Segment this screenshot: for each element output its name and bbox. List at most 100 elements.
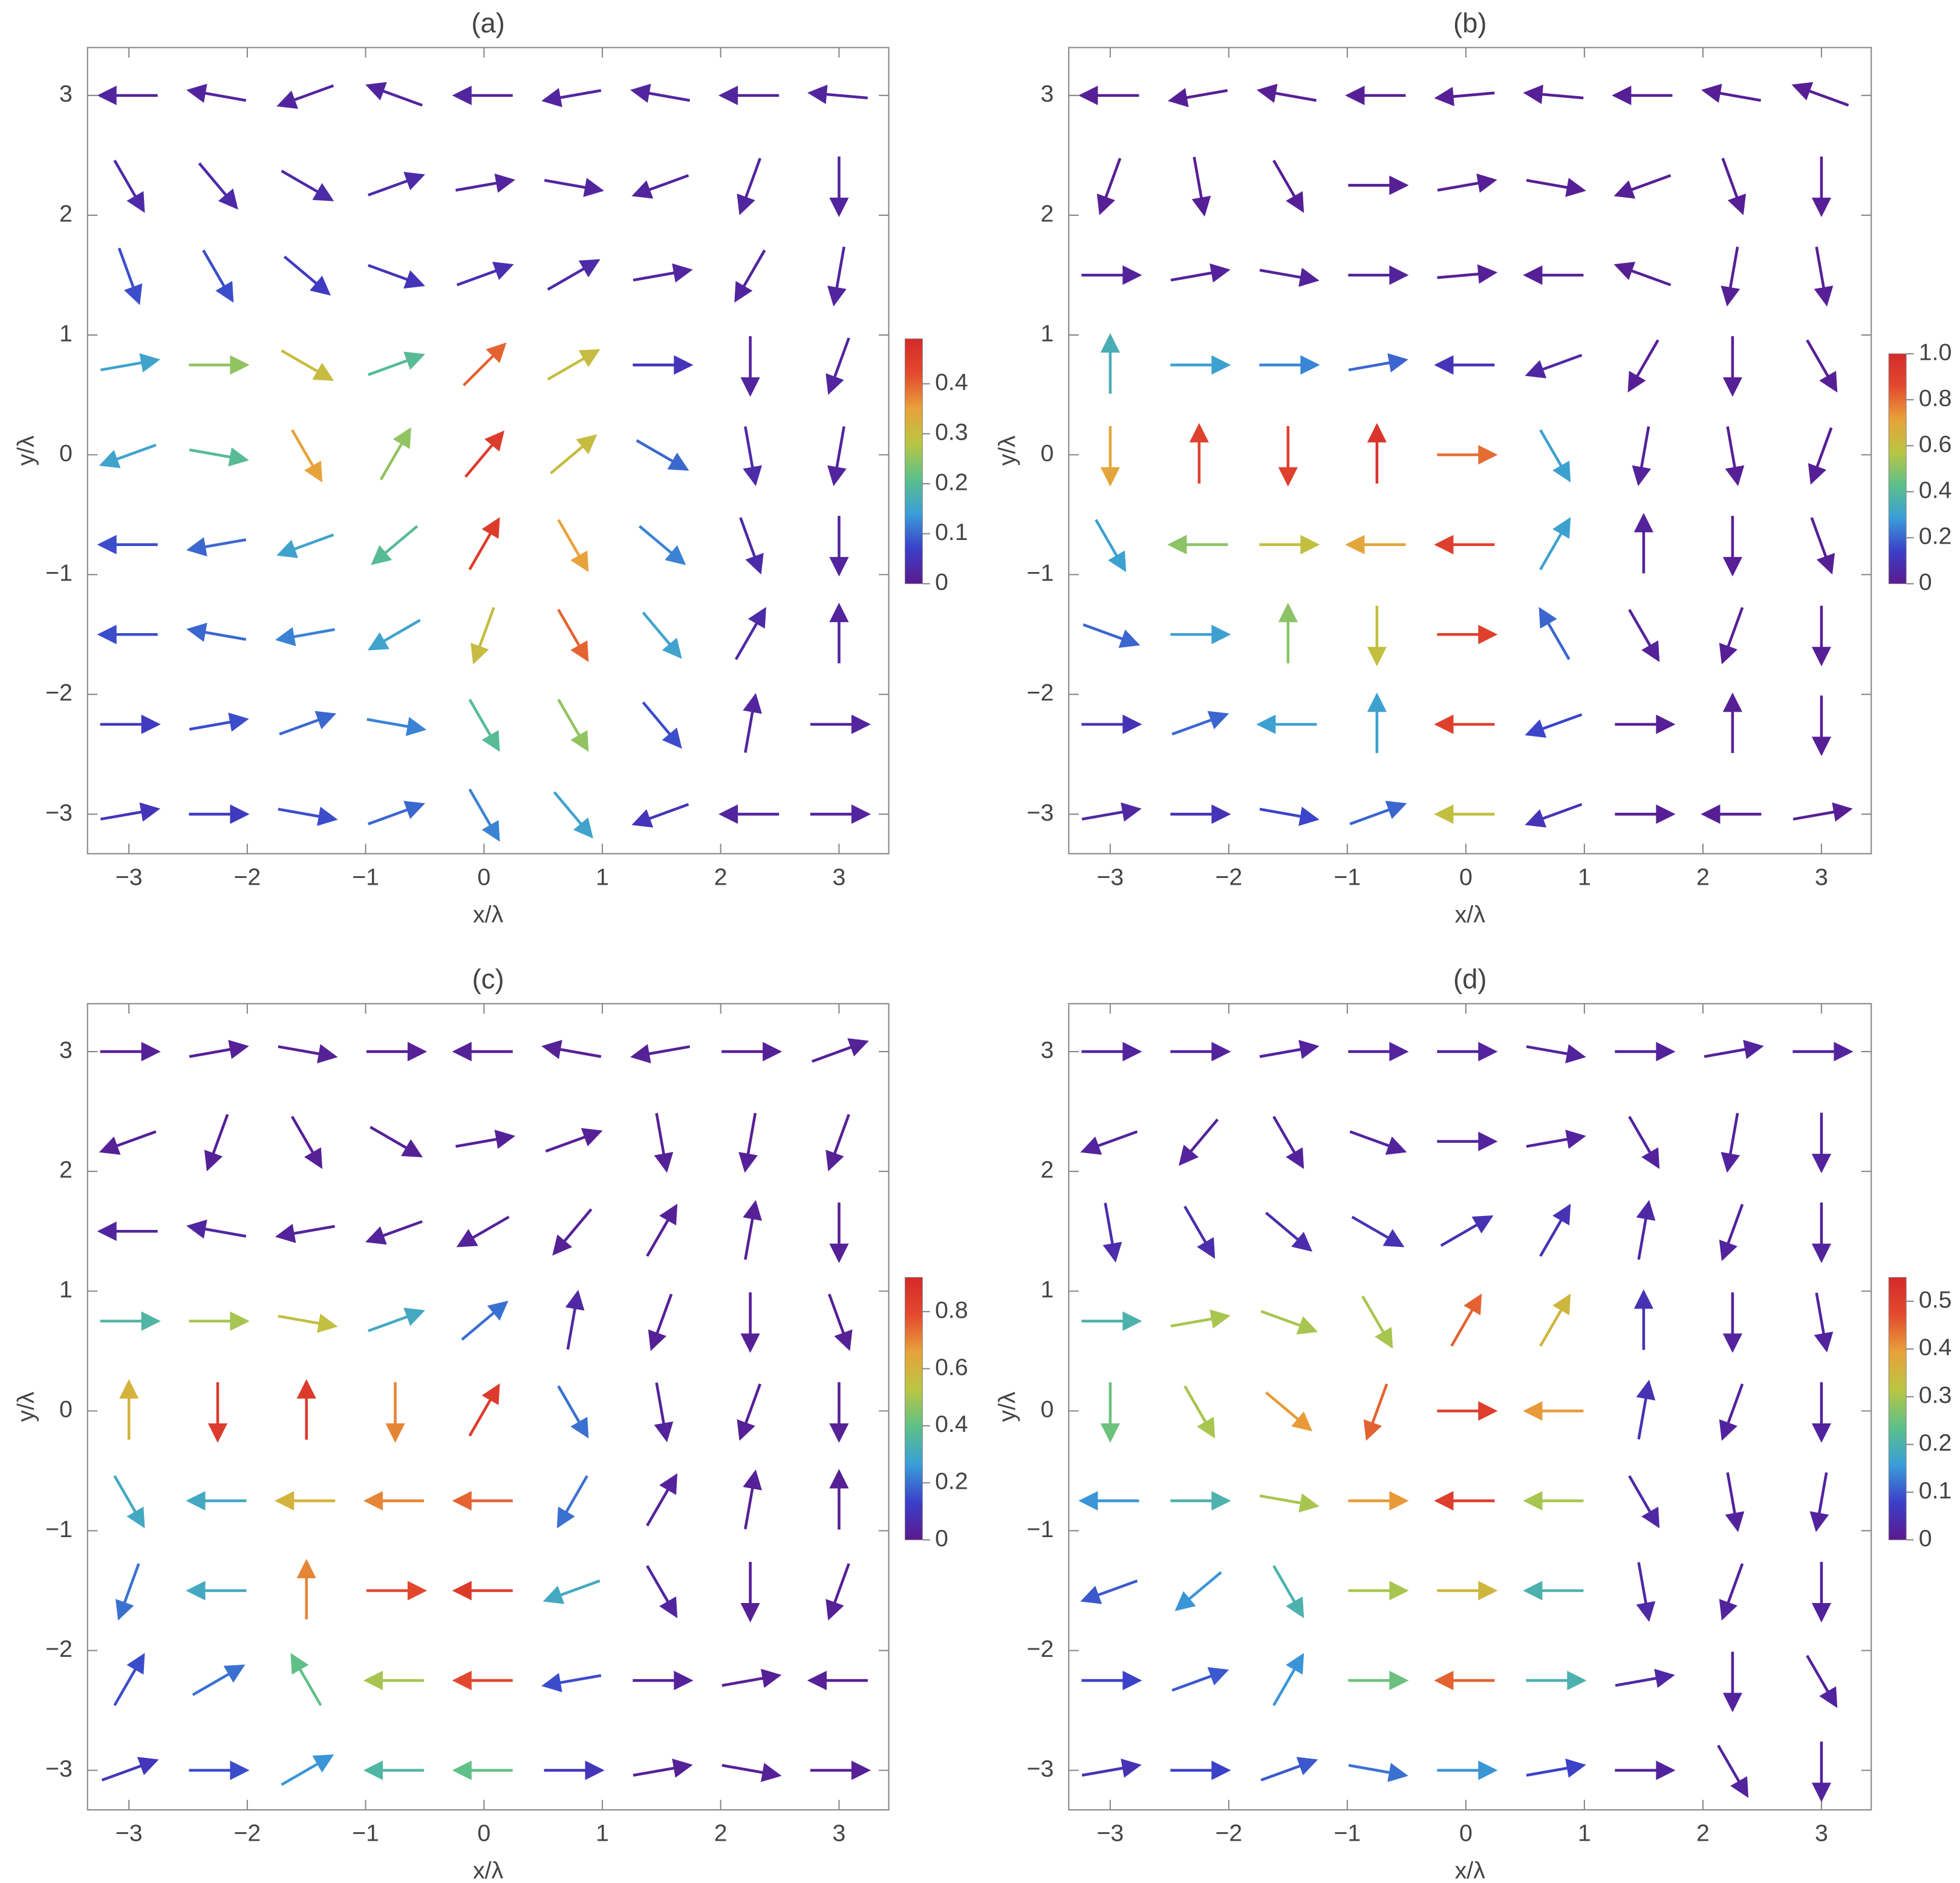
vector-arrow bbox=[1434, 355, 1495, 375]
vector-arrow bbox=[1811, 1113, 1831, 1174]
vector-arrow bbox=[463, 342, 507, 386]
colorbar-tick-label: 0.4 bbox=[935, 1411, 968, 1437]
vector-arrow bbox=[1080, 1579, 1138, 1604]
vector-arrow bbox=[646, 1203, 678, 1257]
vector-arrow bbox=[541, 88, 602, 108]
vector-arrow bbox=[1434, 1491, 1495, 1511]
vector-arrow bbox=[1434, 804, 1495, 824]
y-tick-label: −2 bbox=[45, 1636, 73, 1662]
vector-arrow bbox=[113, 1653, 145, 1706]
vector-arrow bbox=[1719, 1383, 1744, 1441]
vector-arrow bbox=[189, 355, 250, 375]
vector-arrow bbox=[1628, 1116, 1660, 1169]
x-tick-label: 1 bbox=[596, 864, 609, 891]
vector-arrow bbox=[468, 1383, 500, 1437]
vector-arrow bbox=[189, 1039, 249, 1059]
panel-title: (d) bbox=[1453, 964, 1487, 995]
vector-arrow bbox=[97, 85, 158, 105]
vector-arrow bbox=[1171, 1667, 1229, 1692]
vector-arrow bbox=[461, 1300, 509, 1341]
vector-arrow bbox=[1095, 519, 1127, 573]
vector-arrow bbox=[1278, 426, 1298, 487]
vector-arrow bbox=[1348, 175, 1409, 195]
y-tick-label: 1 bbox=[1041, 1276, 1054, 1303]
vector-arrow bbox=[368, 1307, 425, 1333]
x-tick-label: 2 bbox=[714, 1820, 728, 1847]
vector-arrow bbox=[737, 1383, 762, 1441]
vector-arrow bbox=[1721, 157, 1747, 215]
colorbar-tick-label: 0.2 bbox=[1919, 523, 1952, 550]
vector-arrow bbox=[1167, 535, 1228, 554]
vector-arrow bbox=[829, 156, 849, 218]
x-axis-label: x/λ bbox=[473, 902, 504, 928]
vector-arrow bbox=[1523, 265, 1584, 285]
colorbar-tick-label: 0.6 bbox=[935, 1354, 968, 1381]
vector-arrow bbox=[829, 1469, 849, 1530]
x-tick-label: 3 bbox=[832, 1820, 845, 1847]
vector-arrow bbox=[296, 1379, 316, 1440]
vector-arrow bbox=[642, 611, 682, 659]
vector-arrow bbox=[810, 714, 871, 734]
vector-arrow bbox=[97, 535, 158, 554]
vector-arrow bbox=[1539, 429, 1571, 483]
vector-arrow bbox=[829, 602, 849, 663]
vector-arrow bbox=[1539, 1293, 1571, 1347]
vector-arrow bbox=[1719, 1203, 1744, 1261]
vector-arrow bbox=[1722, 1292, 1742, 1353]
vector-arrow bbox=[99, 1130, 157, 1155]
plot-frame bbox=[86, 1003, 890, 1811]
colorbar bbox=[904, 338, 923, 584]
x-tick-label: −2 bbox=[233, 1820, 261, 1847]
vector-arrow bbox=[1278, 602, 1298, 663]
vector-arrow bbox=[1437, 264, 1498, 284]
vector-arrow bbox=[1256, 714, 1317, 734]
vector-arrow bbox=[452, 1760, 513, 1780]
colorbar-tick-label: 0.3 bbox=[1919, 1382, 1952, 1408]
vector-arrow bbox=[734, 607, 766, 660]
vector-arrow bbox=[116, 1563, 140, 1621]
vector-arrow bbox=[1348, 1670, 1409, 1691]
vector-arrow bbox=[1437, 1760, 1498, 1780]
vector-arrow bbox=[1809, 1472, 1829, 1532]
vector-arrow bbox=[283, 255, 331, 296]
plot-frame bbox=[1068, 1003, 1872, 1811]
vector-arrow bbox=[1259, 1493, 1320, 1513]
vector-arrow bbox=[1367, 605, 1387, 666]
vector-arrow bbox=[633, 1670, 694, 1691]
vector-arrow bbox=[456, 261, 514, 287]
vector-arrow bbox=[365, 1220, 423, 1245]
vector-arrow bbox=[368, 801, 425, 825]
vector-arrow bbox=[1349, 1130, 1407, 1155]
vector-arrow bbox=[738, 1113, 758, 1173]
vector-arrow bbox=[544, 178, 604, 197]
y-tick-label: −3 bbox=[1027, 1755, 1054, 1782]
vector-arrow bbox=[100, 353, 161, 372]
vector-arrow bbox=[547, 259, 601, 291]
vector-arrow bbox=[1272, 1565, 1304, 1619]
vector-arrow bbox=[807, 85, 868, 105]
vector-arrow bbox=[827, 246, 847, 307]
vector-arrow bbox=[1272, 1116, 1304, 1169]
colorbar-tick-label: 0.8 bbox=[935, 1296, 968, 1323]
vector-arrow bbox=[1636, 1379, 1656, 1440]
panel-title: (a) bbox=[471, 7, 505, 38]
colorbar-tick-label: 0.1 bbox=[1919, 1477, 1952, 1504]
colorbar-tick-label: 0 bbox=[1919, 569, 1932, 596]
vector-arrow bbox=[1434, 714, 1495, 734]
vector-arrow bbox=[189, 804, 250, 824]
vector-arrow bbox=[470, 607, 495, 665]
vector-arrow bbox=[1721, 246, 1740, 307]
vector-arrow bbox=[1081, 1311, 1142, 1331]
x-tick-label: −3 bbox=[116, 1820, 143, 1847]
vector-arrow bbox=[1083, 623, 1141, 648]
vector-arrow bbox=[1170, 1760, 1231, 1780]
vector-arrow bbox=[385, 1382, 405, 1443]
vector-arrow bbox=[1179, 1118, 1219, 1166]
vector-arrow bbox=[1260, 1310, 1318, 1335]
vector-arrow bbox=[1791, 82, 1849, 107]
vector-arrow bbox=[1615, 804, 1676, 824]
x-axis-label: x/λ bbox=[473, 1858, 504, 1883]
x-axis-label: x/λ bbox=[1455, 1858, 1486, 1883]
x-tick-label: −1 bbox=[1333, 864, 1361, 891]
